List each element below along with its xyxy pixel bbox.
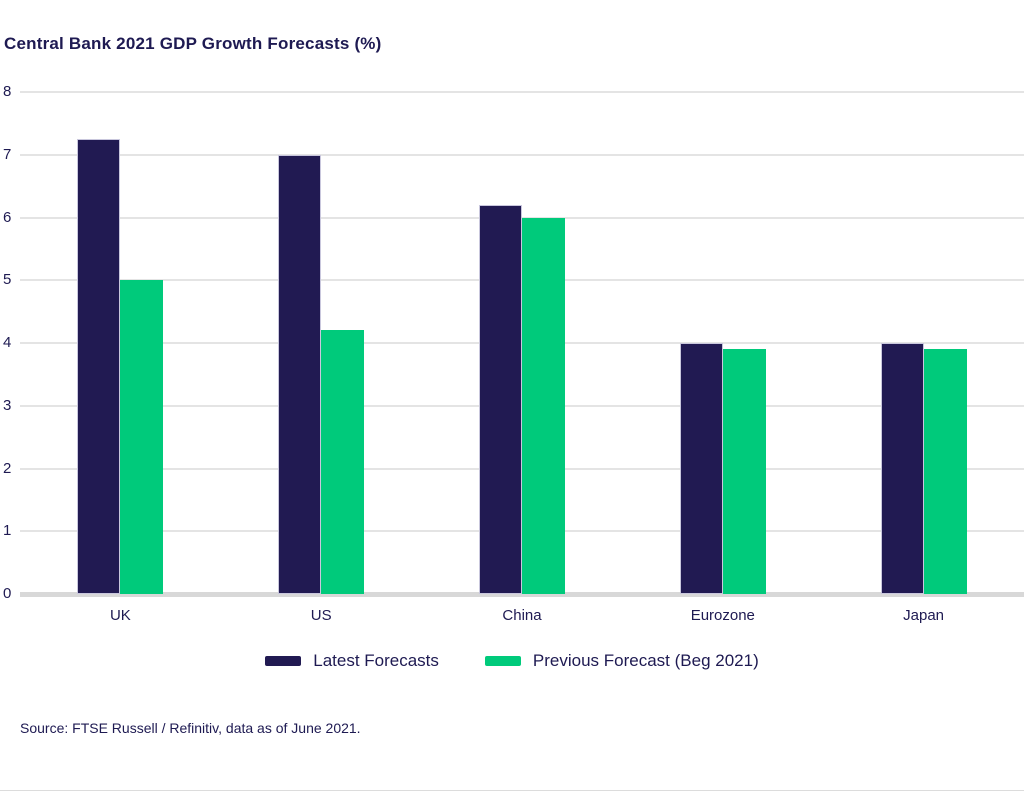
bar-china-previous xyxy=(522,217,565,594)
bar-us-previous xyxy=(321,330,365,594)
bar-uk-previous xyxy=(120,280,164,594)
y-tick-label-8: 8 xyxy=(3,83,12,100)
y-tick-label-1: 1 xyxy=(3,522,12,540)
x-axis-label-eurozone: Eurozone xyxy=(690,607,755,624)
y-tick-label-0: 0 xyxy=(3,585,12,602)
legend-label-previous-forecast: Previous Forecast (Beg 2021) xyxy=(532,651,759,670)
x-axis-label-china: China xyxy=(502,607,542,624)
bar-us-latest xyxy=(278,154,322,594)
bar-japan-latest xyxy=(880,343,924,594)
chart-legend: Latest Forecasts Previous Forecast (Beg … xyxy=(0,651,1024,671)
bar-eurozone-latest xyxy=(679,343,723,594)
x-axis-label-us: US xyxy=(310,607,332,624)
legend-item-latest-forecasts: Latest Forecasts xyxy=(265,651,439,671)
y-tick-label-4: 4 xyxy=(3,334,12,351)
x-axis-label-japan: Japan xyxy=(903,607,945,624)
legend-item-previous-forecast: Previous Forecast (Beg 2021) xyxy=(484,651,759,671)
legend-label-latest-forecasts: Latest Forecasts xyxy=(313,651,439,670)
bar-eurozone-previous xyxy=(722,349,766,594)
gridline-8 xyxy=(20,91,1024,93)
bottom-divider xyxy=(0,790,1024,791)
gridline-7 xyxy=(20,153,1024,156)
y-tick-label-7: 7 xyxy=(3,145,12,163)
bar-uk-latest xyxy=(77,139,121,594)
bar-china-latest xyxy=(479,204,522,594)
x-axis-label-uk: UK xyxy=(109,607,131,624)
chart-title: Central Bank 2021 GDP Growth Forecasts (… xyxy=(4,34,382,53)
bar-japan-previous xyxy=(923,349,967,594)
gridline-0 xyxy=(20,592,1024,597)
legend-swatch-green-icon xyxy=(484,656,521,666)
y-tick-label-5: 5 xyxy=(3,271,12,289)
y-tick-label-3: 3 xyxy=(3,396,12,414)
y-tick-label-6: 6 xyxy=(3,208,12,226)
legend-swatch-navy-icon xyxy=(265,656,302,666)
y-tick-label-2: 2 xyxy=(3,459,12,477)
source-note: Source: FTSE Russell / Refinitiv, data a… xyxy=(20,720,361,736)
